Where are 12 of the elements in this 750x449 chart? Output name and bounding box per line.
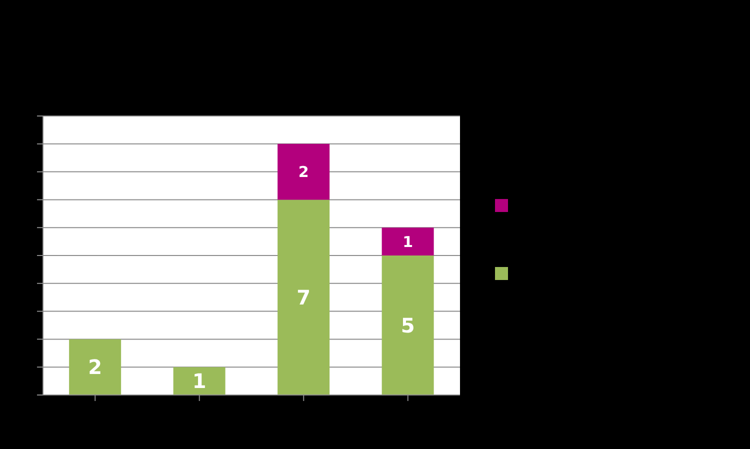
data-label: 5 [400, 313, 415, 338]
data-label: 2 [298, 163, 309, 182]
data-label: 1 [402, 232, 414, 251]
bar [69, 339, 122, 395]
bar [173, 367, 226, 395]
data-label: 7 [296, 285, 311, 310]
bar [382, 256, 434, 395]
bar [278, 144, 330, 200]
data-label: 2 [88, 355, 102, 380]
data-label: 1 [192, 369, 206, 394]
bar [278, 200, 330, 395]
bar [382, 228, 434, 256]
